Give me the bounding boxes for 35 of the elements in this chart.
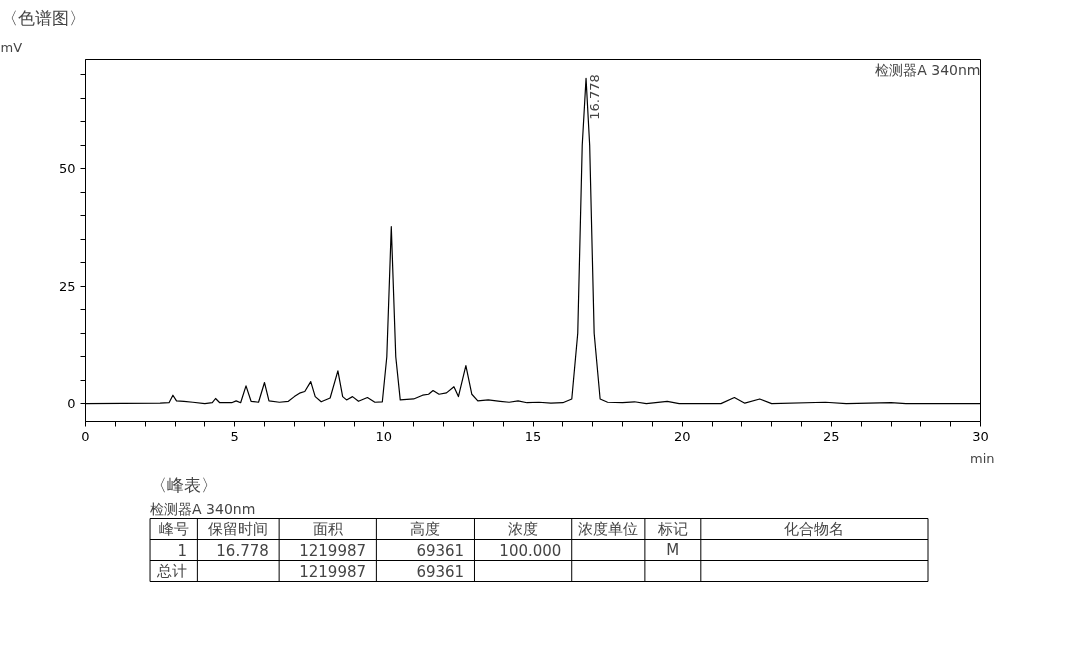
x-axis-title: min [969,450,995,466]
y-tick-label: 25 [58,278,76,294]
category-label: 标记 [656,520,688,538]
x-tick-label: 10 [375,428,393,444]
y-tick-label: 50 [58,161,76,177]
x-tick-label: 5 [230,428,239,444]
x-tick-label: 30 [972,428,989,444]
text: 100.000 [499,542,562,560]
x-tick-label: 20 [673,428,691,444]
text: 检测器A 340nm [150,500,256,517]
text: 总计 [157,562,188,580]
x-tick-label: 0 [81,428,90,444]
annotation: 检测器A 340nm [875,61,981,78]
text: 1219987 [299,542,367,560]
annotation: 16.778 [587,74,603,120]
text: 1 [177,542,188,560]
chart-title: 〈色谱图〉 [0,7,86,28]
text: 69361 [416,563,465,581]
y-tick-label: 0 [67,396,76,412]
category-label: 保留时间 [208,520,269,538]
text: 〈峰表〉 [150,474,219,495]
category-label: 面积 [312,520,343,538]
text: M [666,541,680,559]
y-axis-title: mV [0,39,23,55]
x-tick-label: 25 [823,428,840,444]
category-label: 浓度单位 [578,520,639,538]
category-label: 高度 [410,520,441,538]
category-label: 浓度 [508,520,539,538]
text: 1219987 [299,563,367,581]
line-series [85,77,981,405]
text: 16.778 [216,542,269,560]
text: 69361 [416,542,465,560]
category-label: 化合物名 [784,520,845,538]
category-label: 峰号 [158,520,189,538]
x-tick-label: 15 [524,428,542,444]
